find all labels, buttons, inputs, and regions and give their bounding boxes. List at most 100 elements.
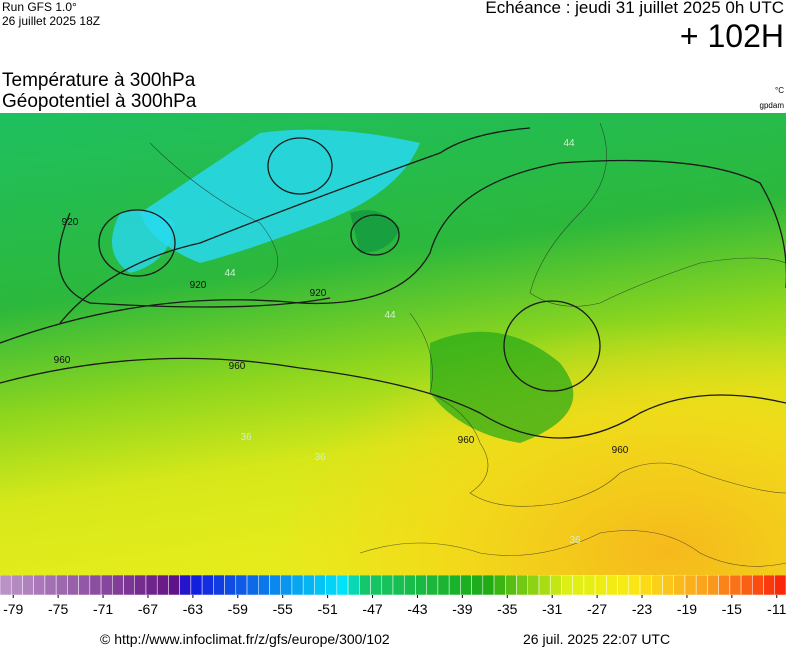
colorbar-swatch: [78, 575, 91, 596]
contour-label: 960: [54, 355, 71, 366]
cold-area: [112, 209, 175, 273]
colorbar-swatch: [224, 575, 237, 596]
colorbar-tick-label: -63: [183, 601, 203, 615]
colorbar-swatch: [415, 575, 427, 596]
colorbar-swatch: [145, 575, 158, 596]
colorbar: -79 -75 -71 -67 -63 -59 -55 -51 -47 -43 -39 -35 -31 -…: [0, 575, 786, 615]
colorbar-swatch: [628, 575, 641, 596]
colorbar-swatch: [291, 575, 304, 596]
colorbar-swatch: [235, 575, 248, 596]
colorbar-swatch: [617, 575, 630, 596]
contour-label: 920: [62, 217, 79, 228]
colorbar-tick-label: -19: [677, 601, 697, 615]
colorbar-swatch: [44, 575, 57, 596]
title-geo: Géopotentiel à 300hPa: [2, 91, 197, 112]
colorbar-swatch: [190, 575, 203, 596]
colorbar-swatch: [258, 575, 270, 596]
colorbar-tick-label: -31: [542, 601, 562, 615]
colorbar-swatch: [516, 575, 528, 596]
map: 920 920 920 960 960 960 960 44 44 44 36 36 36: [0, 113, 786, 575]
colorbar-swatch: [370, 575, 383, 596]
colorbar-tick-label: -11: [767, 601, 786, 615]
colorbar-swatch: [89, 575, 102, 596]
colorbar-swatch: [10, 575, 23, 596]
contour-label: 44: [563, 138, 575, 149]
coastlines: [149, 122, 786, 567]
colorbar-tick-label: -75: [48, 601, 68, 615]
colorbar-swatch: [549, 575, 562, 596]
contour-label: 36: [314, 452, 326, 463]
colorbar-swatch: [22, 575, 34, 596]
warm-area: [0, 113, 786, 575]
valid-time: Echéance : jeudi 31 juillet 2025 0h UTC: [485, 0, 784, 17]
unit-geo: gpdam: [759, 101, 784, 110]
colorbar-swatch: [740, 575, 753, 596]
colorbar-swatch: [381, 575, 394, 596]
colorbar-swatch: [729, 575, 742, 596]
colorbar-swatch: [538, 575, 551, 596]
cold-core: [350, 210, 400, 253]
colorbar-tick-label: -71: [93, 601, 113, 615]
colorbar-swatch: [55, 575, 68, 596]
colorbar-swatch: [572, 575, 585, 596]
colorbar-swatch: [179, 575, 192, 596]
colorbar-swatch: [707, 575, 719, 596]
colorbar-swatch: [0, 575, 12, 596]
colorbar-swatch: [33, 575, 46, 596]
colorbar-swatch: [168, 575, 180, 596]
contour-label: 960: [612, 445, 629, 456]
colorbar-swatch: [651, 575, 663, 596]
colorbar-swatch: [437, 575, 450, 596]
colorbar-swatch: [67, 575, 79, 596]
colorbar-swatch: [583, 575, 596, 596]
contour-label: 44: [384, 310, 396, 321]
colorbar-tick-label: -23: [632, 601, 652, 615]
contour-label: 920: [310, 288, 327, 299]
colorbar-tick-label: -47: [362, 601, 382, 615]
colorbar-swatch: [156, 575, 169, 596]
title-temp: Température à 300hPa: [2, 70, 196, 91]
colorbar-tick-label: -67: [138, 601, 158, 615]
colorbar-swatch: [471, 575, 484, 596]
colorbar-swatch: [325, 575, 338, 596]
colorbar-swatch: [213, 575, 225, 596]
colorbar-swatch: [606, 575, 618, 596]
contour-label: 920: [190, 280, 207, 291]
colorbar-tick-label: -43: [407, 601, 427, 615]
colorbar-swatch: [673, 575, 686, 596]
colorbar-swatch: [201, 575, 214, 596]
colorbar-swatch: [392, 575, 405, 596]
model: Run GFS 1.0°: [2, 0, 77, 14]
run-date: 26 juillet 2025 18Z: [2, 14, 101, 28]
colorbar-tick-label: -79: [3, 601, 23, 615]
colorbar-swatch: [482, 575, 495, 596]
colorbar-swatch: [134, 575, 147, 596]
colorbar-swatch: [561, 575, 573, 596]
colorbar-tick-label: -59: [228, 601, 248, 615]
colorbar-swatch: [314, 575, 326, 596]
source-url: © http://www.infoclimat.fr/z/gfs/europe/…: [100, 631, 390, 647]
colorbar-swatch: [280, 575, 293, 596]
colorbar-swatch: [662, 575, 674, 596]
colorbar-tick-label: -27: [587, 601, 607, 615]
colorbar-swatch: [112, 575, 124, 596]
colorbar-swatch: [752, 575, 764, 596]
colorbar-swatch: [100, 575, 113, 596]
colorbar-swatch: [269, 575, 281, 596]
colorbar-swatch: [639, 575, 652, 596]
colorbar-swatch: [594, 575, 607, 596]
contour-label: 960: [229, 361, 246, 372]
colorbar-swatch: [302, 575, 315, 596]
colorbar-swatch: [527, 575, 540, 596]
colorbar-swatch: [718, 575, 731, 596]
colorbar-swatch: [684, 575, 697, 596]
colorbar-swatch: [774, 575, 786, 596]
cold-core: [430, 331, 574, 443]
contour-label: 960: [458, 435, 475, 446]
colorbar-swatch: [695, 575, 708, 596]
contour-label: 36: [569, 535, 581, 546]
colorbar-tick-label: -51: [318, 601, 338, 615]
colorbar-swatch: [426, 575, 439, 596]
colorbar-swatch: [336, 575, 349, 596]
colorbar-tick-label: -35: [497, 601, 517, 615]
